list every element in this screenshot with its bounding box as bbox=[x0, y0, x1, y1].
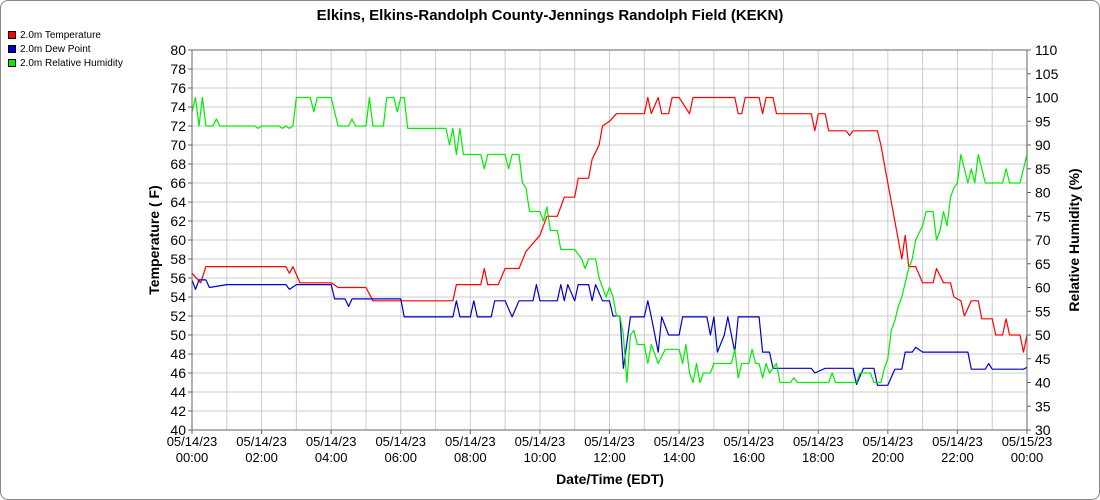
x-tick-date: 05/14/23 bbox=[793, 434, 844, 449]
chart-title: Elkins, Elkins-Randolph County-Jennings … bbox=[317, 7, 784, 24]
legend-swatch-relative-humidity bbox=[8, 59, 16, 67]
right-tick-label: 85 bbox=[1035, 161, 1051, 177]
x-tick-date: 05/14/23 bbox=[932, 434, 983, 449]
left-tick-label: 74 bbox=[170, 99, 186, 115]
x-tick-time: 16:00 bbox=[732, 450, 765, 465]
legend-item-dew-point: 2.0m Dew Point bbox=[8, 42, 123, 56]
y-axis-label-left: Temperature ( F) bbox=[146, 185, 162, 294]
x-tick-date: 05/15/23 bbox=[1002, 434, 1053, 449]
legend-item-relative-humidity: 2.0m Relative Humidity bbox=[8, 56, 123, 70]
x-tick-time: 00:00 bbox=[176, 450, 209, 465]
y-axis-label-right: Relative Humidity (%) bbox=[1066, 168, 1082, 311]
left-tick-label: 42 bbox=[170, 403, 186, 419]
x-tick-time: 20:00 bbox=[872, 450, 905, 465]
right-tick-label: 80 bbox=[1035, 185, 1051, 201]
right-tick-label: 55 bbox=[1035, 303, 1051, 319]
left-tick-label: 72 bbox=[170, 118, 186, 134]
left-tick-label: 76 bbox=[170, 80, 186, 96]
right-tick-label: 60 bbox=[1035, 280, 1051, 296]
left-tick-label: 60 bbox=[170, 232, 186, 248]
right-tick-label: 95 bbox=[1035, 113, 1051, 129]
x-tick-date: 05/14/23 bbox=[375, 434, 426, 449]
legend-item-temperature: 2.0m Temperature bbox=[8, 28, 123, 42]
left-tick-label: 68 bbox=[170, 156, 186, 172]
right-tick-label: 45 bbox=[1035, 351, 1051, 367]
right-tick-label: 105 bbox=[1035, 66, 1059, 82]
legend-swatch-temperature bbox=[8, 31, 16, 39]
right-tick-label: 90 bbox=[1035, 137, 1051, 153]
x-tick-date: 05/14/23 bbox=[167, 434, 218, 449]
legend-label-temperature: 2.0m Temperature bbox=[20, 29, 101, 41]
x-tick-time: 04:00 bbox=[315, 450, 348, 465]
x-tick-date: 05/14/23 bbox=[236, 434, 287, 449]
left-tick-label: 78 bbox=[170, 61, 186, 77]
x-tick-time: 12:00 bbox=[593, 450, 626, 465]
grid bbox=[191, 49, 1028, 431]
right-tick-label: 40 bbox=[1035, 375, 1051, 391]
relative-humidity-line bbox=[191, 96, 1028, 384]
x-tick-time: 08:00 bbox=[454, 450, 487, 465]
x-tick-time: 00:00 bbox=[1011, 450, 1044, 465]
left-tick-label: 66 bbox=[170, 175, 186, 191]
left-tick-label: 48 bbox=[170, 346, 186, 362]
left-tick-label: 70 bbox=[170, 137, 186, 153]
right-tick-label: 75 bbox=[1035, 208, 1051, 224]
left-tick-label: 44 bbox=[170, 384, 186, 400]
legend-label-relative-humidity: 2.0m Relative Humidity bbox=[20, 57, 123, 69]
x-tick-date: 05/14/23 bbox=[723, 434, 774, 449]
x-tick-time: 22:00 bbox=[941, 450, 974, 465]
right-tick-label: 100 bbox=[1035, 90, 1059, 106]
left-axis-ticks: 40 42 44 46 48 50 52 54 56 58 60 62 64 66 68 70 72 74 76 78… bbox=[170, 42, 192, 438]
right-tick-label: 110 bbox=[1035, 42, 1058, 58]
x-tick-time: 10:00 bbox=[524, 450, 557, 465]
x-tick-date: 05/14/23 bbox=[584, 434, 635, 449]
x-tick-date: 05/14/23 bbox=[654, 434, 705, 449]
x-tick-time: 18:00 bbox=[802, 450, 835, 465]
left-tick-label: 64 bbox=[170, 194, 186, 210]
x-axis-ticks: 05/14/2300:0005/14/2302:0005/14/2304:000… bbox=[167, 430, 1053, 465]
right-tick-label: 70 bbox=[1035, 232, 1051, 248]
x-tick-time: 14:00 bbox=[663, 450, 696, 465]
left-tick-label: 54 bbox=[170, 289, 186, 305]
x-tick-date: 05/14/23 bbox=[863, 434, 914, 449]
left-tick-label: 56 bbox=[170, 270, 186, 286]
right-tick-label: 30 bbox=[1035, 422, 1051, 438]
left-tick-label: 62 bbox=[170, 213, 186, 229]
right-tick-label: 65 bbox=[1035, 256, 1051, 272]
legend: 2.0m Temperature 2.0m Dew Point 2.0m Rel… bbox=[8, 28, 123, 70]
legend-label-dew-point: 2.0m Dew Point bbox=[20, 43, 91, 55]
right-axis-ticks: 30 35 40 45 50 55 60 65 70 75 80 85 90 95 100 105 110 bbox=[1027, 42, 1059, 438]
x-tick-date: 05/14/23 bbox=[515, 434, 566, 449]
left-tick-label: 52 bbox=[170, 308, 186, 324]
left-tick-label: 50 bbox=[170, 327, 186, 343]
left-tick-label: 58 bbox=[170, 251, 186, 267]
x-tick-time: 02:00 bbox=[245, 450, 278, 465]
left-tick-label: 46 bbox=[170, 365, 186, 381]
x-axis-label: Date/Time (EDT) bbox=[556, 471, 664, 487]
legend-swatch-dew-point bbox=[8, 45, 16, 53]
x-tick-time: 06:00 bbox=[384, 450, 417, 465]
left-tick-label: 80 bbox=[170, 42, 186, 58]
series-group bbox=[191, 96, 1028, 386]
x-tick-date: 05/14/23 bbox=[445, 434, 496, 449]
left-tick-label: 40 bbox=[170, 422, 186, 438]
right-tick-label: 35 bbox=[1035, 398, 1051, 414]
right-tick-label: 50 bbox=[1035, 327, 1051, 343]
temperature-line bbox=[191, 96, 1028, 353]
x-tick-date: 05/14/23 bbox=[306, 434, 357, 449]
